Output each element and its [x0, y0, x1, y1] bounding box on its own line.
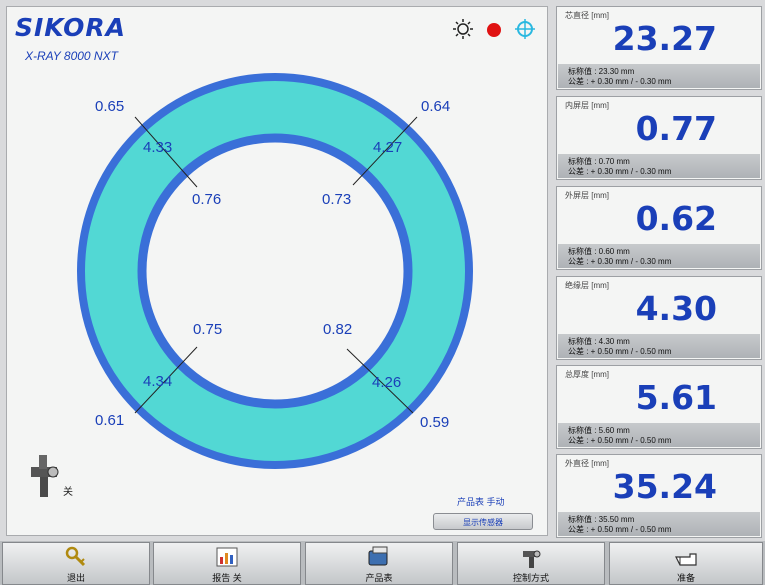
ready-button[interactable]: 准备: [609, 542, 763, 585]
measurement-title: 芯直径 [mm]: [565, 11, 609, 20]
tolerance-value: 公差 : + 0.30 mm / - 0.30 mm: [568, 257, 672, 266]
measurement-info: 标称值 : 5.60 mm 公差 : + 0.50 mm / - 0.50 mm: [558, 423, 760, 447]
tolerance-value: 公差 : + 0.50 mm / - 0.50 mm: [568, 436, 672, 445]
measurement-title: 外屏层 [mm]: [565, 191, 609, 200]
outer-layer-top-right: 0.64: [421, 98, 451, 115]
product-table-button[interactable]: 产品表: [305, 542, 453, 585]
measurement-value: 23.27: [612, 19, 717, 58]
sun-icon[interactable]: [453, 19, 473, 39]
sikora-logo: SIKORA: [15, 13, 126, 42]
inner-layer-bottom-right: 0.82: [323, 321, 353, 338]
exit-button[interactable]: 退出: [2, 542, 150, 585]
measurement-value: 0.77: [635, 109, 717, 148]
outer-layer-bottom-left: 0.61: [95, 412, 125, 429]
measurement-info: 标称值 : 35.50 mm 公差 : + 0.50 mm / - 0.50 m…: [558, 512, 760, 536]
bottom-button-label: 控制方式: [512, 573, 549, 583]
measurement-insulation: 绝缘层 [mm] 4.30 标称值 : 4.30 mm 公差 : + 0.50 …: [556, 276, 762, 360]
bottom-button-label: 退出: [66, 573, 85, 583]
nominal-value: 标称值 : 0.70 mm: [568, 157, 630, 166]
display-sensor-button[interactable]: 显示传感器: [433, 513, 533, 530]
product-mode-label: 产品表 手动: [457, 497, 505, 507]
cable-cross-section: [77, 73, 473, 469]
bottom-button-label: 准备: [676, 573, 695, 583]
nominal-value: 标称值 : 5.60 mm: [568, 426, 630, 435]
tolerance-value: 公差 : + 0.30 mm / - 0.30 mm: [568, 77, 672, 86]
measurement-info: 标称值 : 4.30 mm 公差 : + 0.50 mm / - 0.50 mm: [558, 334, 760, 358]
wall-bottom-left: 4.34: [143, 373, 173, 390]
wall-top-right: 4.27: [373, 139, 403, 156]
key-icon: [65, 546, 86, 567]
crosshair-icon[interactable]: [515, 19, 535, 39]
measurement-core-diameter: 芯直径 [mm] 23.27 标称值 : 23.30 mm 公差 : + 0.3…: [556, 6, 762, 90]
leader-lines: [134, 116, 418, 414]
nominal-value: 标称值 : 4.30 mm: [568, 337, 630, 346]
measurement-title: 外直径 [mm]: [565, 459, 609, 468]
measurement-value: 4.30: [635, 289, 717, 328]
measurement-title: 绝缘层 [mm]: [565, 281, 609, 290]
tolerance-value: 公差 : + 0.30 mm / - 0.30 mm: [568, 167, 672, 176]
tolerance-value: 公差 : + 0.50 mm / - 0.50 mm: [568, 347, 672, 356]
measurement-info: 标称值 : 0.60 mm 公差 : + 0.30 mm / - 0.30 mm: [558, 244, 760, 268]
measurement-total-thickness: 总厚度 [mm] 5.61 标称值 : 5.60 mm 公差 : + 0.50 …: [556, 365, 762, 449]
hand-pointer-icon: [675, 553, 697, 566]
report-button[interactable]: 报告 关: [153, 542, 301, 585]
measurement-outer-diameter: 外直径 [mm] 35.24 标称值 : 35.50 mm 公差 : + 0.5…: [556, 454, 762, 538]
measurement-outer-screen: 外屏层 [mm] 0.62 标称值 : 0.60 mm 公差 : + 0.30 …: [556, 186, 762, 270]
report-icon: [216, 547, 238, 567]
nominal-value: 标称值 : 23.30 mm: [568, 67, 635, 76]
model-name: X-RAY 8000 NXT: [25, 49, 118, 63]
outer-layer-bottom-right: 0.59: [420, 414, 450, 431]
tolerance-value: 公差 : + 0.50 mm / - 0.50 mm: [568, 525, 672, 534]
inner-layer-bottom-left: 0.75: [193, 321, 223, 338]
product-icon: [368, 546, 388, 566]
measurement-title: 内屏层 [mm]: [565, 101, 609, 110]
bottom-button-label: 产品表: [365, 573, 393, 583]
control-icon: [523, 550, 541, 568]
outer-layer-top-left: 0.65: [95, 98, 125, 115]
measurement-info: 标称值 : 0.70 mm 公差 : + 0.30 mm / - 0.30 mm: [558, 154, 760, 178]
measurement-title: 总厚度 [mm]: [565, 370, 609, 379]
cross-section-panel: SIKORA X-RAY 8000 NXT 0.65 0: [6, 6, 548, 536]
inner-ring: [137, 133, 413, 409]
measurement-inner-screen: 内屏层 [mm] 0.77 标称值 : 0.70 mm 公差 : + 0.30 …: [556, 96, 762, 180]
red-status-dot: [487, 23, 501, 37]
inner-layer-top-left: 0.76: [192, 191, 222, 208]
wall-bottom-right: 4.26: [372, 374, 402, 391]
probe-status-label: 关: [63, 487, 73, 498]
nominal-value: 标称值 : 0.60 mm: [568, 247, 630, 256]
inner-layer-top-right: 0.73: [322, 191, 352, 208]
wall-top-left: 4.33: [143, 139, 173, 156]
nominal-value: 标称值 : 35.50 mm: [568, 515, 635, 524]
bottom-button-label: 报告 关: [212, 573, 242, 583]
bottom-toolbar: 退出 报告 关 产品表 控制方式 准备: [0, 541, 765, 585]
probe-icon[interactable]: [27, 451, 61, 499]
measurement-value: 35.24: [612, 467, 717, 506]
measurement-value: 5.61: [635, 378, 717, 417]
measurement-info: 标称值 : 23.30 mm 公差 : + 0.30 mm / - 0.30 m…: [558, 64, 760, 88]
measurement-value: 0.62: [635, 199, 717, 238]
control-mode-button[interactable]: 控制方式: [457, 542, 605, 585]
